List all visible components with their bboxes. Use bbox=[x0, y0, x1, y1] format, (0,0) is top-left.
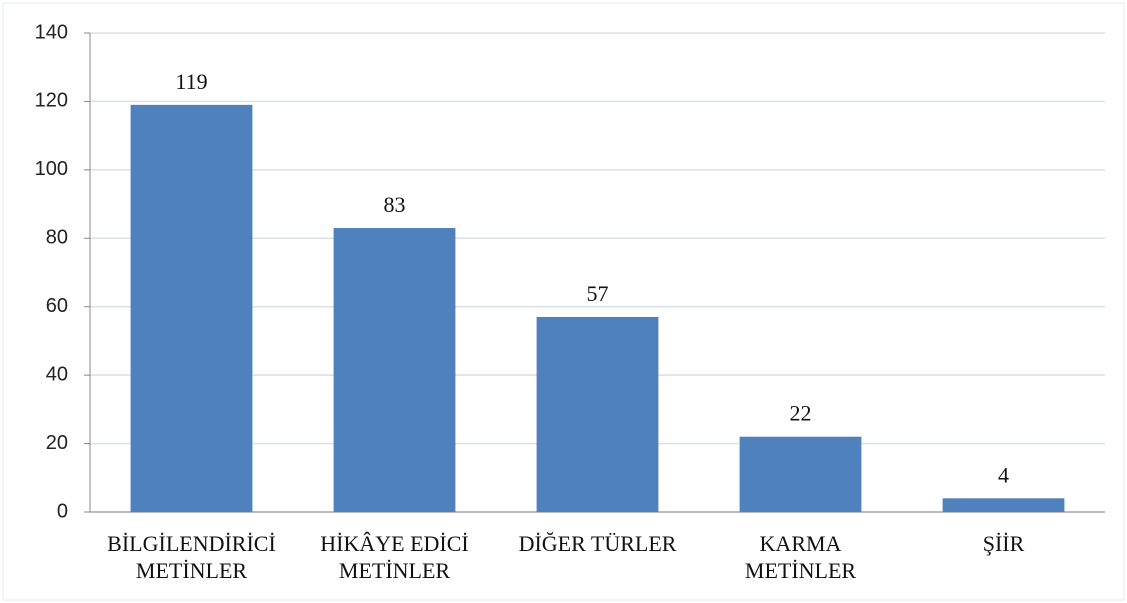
y-tick-label: 40 bbox=[46, 363, 68, 385]
y-tick-label: 20 bbox=[46, 432, 68, 454]
data-label: 83 bbox=[384, 192, 406, 217]
bar bbox=[739, 436, 862, 512]
y-tick-label: 120 bbox=[35, 90, 68, 112]
y-tick-label: 140 bbox=[35, 21, 68, 43]
bar bbox=[942, 498, 1065, 512]
x-tick-label: DİĞER TÜRLER bbox=[518, 531, 677, 556]
data-label: 119 bbox=[175, 69, 207, 94]
x-tick-label: ŞİİR bbox=[982, 531, 1025, 556]
bar bbox=[536, 316, 659, 512]
x-tick-label: HİKÂYE EDİCİ METİNLER bbox=[320, 531, 469, 583]
bar bbox=[333, 228, 456, 512]
y-tick-label: 80 bbox=[46, 227, 68, 249]
data-label: 57 bbox=[587, 281, 609, 306]
y-tick-label: 100 bbox=[35, 158, 68, 180]
bar bbox=[130, 104, 253, 512]
y-tick-label: 60 bbox=[46, 295, 68, 317]
x-tick-label: KARMA METİNLER bbox=[744, 531, 857, 583]
y-tick-label: 0 bbox=[57, 500, 68, 522]
x-tick-label: BİLGİLENDİRİCİ METİNLER bbox=[107, 531, 276, 583]
data-label: 4 bbox=[998, 462, 1009, 487]
data-label: 22 bbox=[790, 401, 812, 426]
